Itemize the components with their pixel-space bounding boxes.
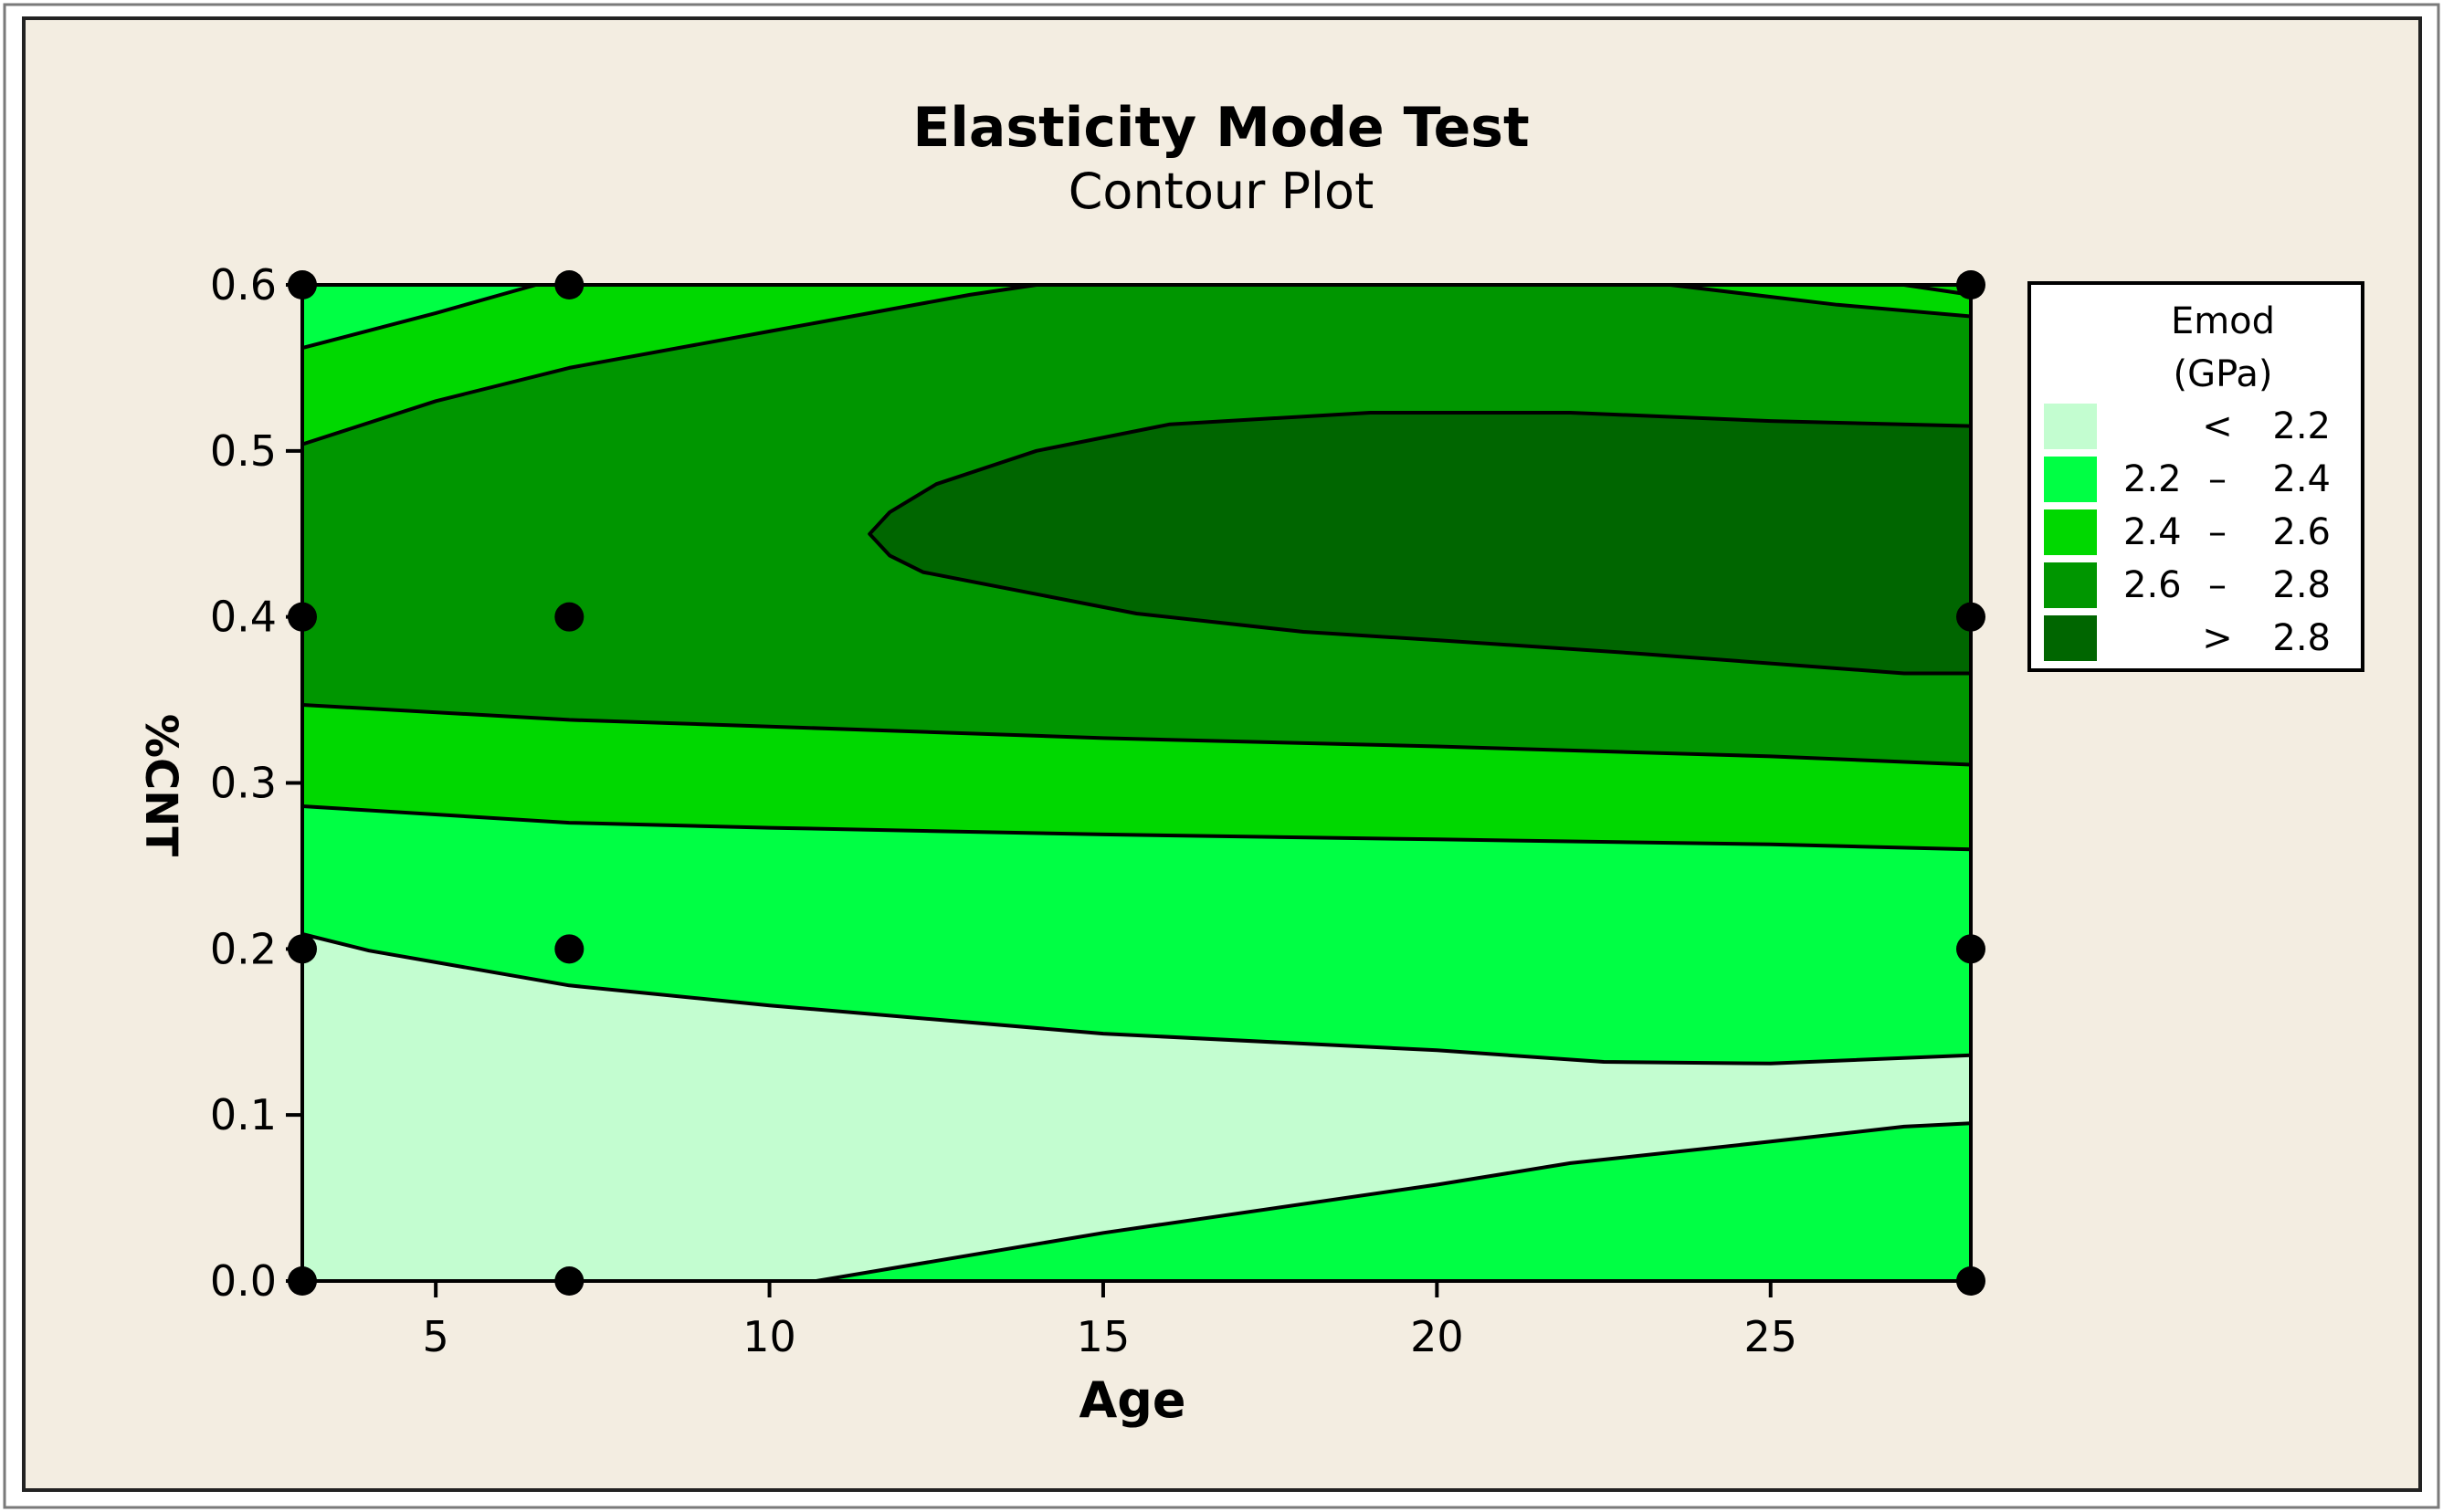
y-tick-label: 0.0	[210, 1256, 277, 1306]
x-tick-label: 5	[423, 1312, 449, 1361]
legend-range-high: 2.2	[2272, 405, 2331, 447]
legend-title-line1: Emod	[2171, 300, 2275, 342]
legend-swatch	[2044, 615, 2097, 661]
band-24-26-top-left	[302, 285, 1971, 445]
legend-range-low: 2.2	[2123, 458, 2182, 500]
legend-title-line2: (GPa)	[2173, 353, 2272, 395]
design-point	[554, 270, 584, 299]
legend-range-high: 2.4	[2272, 458, 2331, 500]
x-tick-label: 10	[742, 1312, 796, 1361]
legend-swatch	[2044, 509, 2097, 555]
legend-range-low: 2.4	[2123, 511, 2182, 553]
y-tick-label: 0.1	[210, 1090, 277, 1139]
legend-swatch	[2044, 457, 2097, 502]
y-axis-label: %CNT	[135, 714, 186, 856]
x-axis-label: Age	[1079, 1371, 1185, 1429]
chart-subtitle: Contour Plot	[1069, 163, 1374, 220]
x-tick-label: 15	[1077, 1312, 1131, 1361]
chart-title: Elasticity Mode Test	[912, 96, 1529, 160]
legend-range-separator: –	[2208, 511, 2227, 553]
legend-swatch	[2044, 404, 2097, 449]
legend: Emod (GPa) <2.22.2–2.42.4–2.62.6–2.8> 2.8	[2027, 281, 2364, 672]
band-lt-22	[302, 934, 1971, 1281]
band-24-26	[302, 705, 1971, 850]
y-tick-label: 0.6	[210, 260, 277, 310]
contour-lines	[301, 283, 1972, 1283]
contour-line-2-8-1	[868, 411, 1972, 676]
design-point	[1956, 602, 1985, 632]
y-tick-label: 0.4	[210, 593, 277, 642]
contour-line-2-2-0	[301, 932, 1972, 1066]
band-gt-28	[869, 413, 1972, 674]
design-points	[288, 270, 1985, 1296]
contour-bands	[302, 285, 1972, 1281]
legend-range-high: 2.6	[2272, 511, 2331, 553]
contour-line-2-4-0	[301, 804, 1972, 852]
legend-range-separator: –	[2208, 458, 2227, 500]
y-tick-label: 0.3	[210, 759, 277, 808]
contour-line-2-2-1	[816, 1121, 1972, 1283]
contour-line-2-8-0	[301, 283, 1972, 446]
design-point	[1956, 934, 1985, 964]
band-low-22-24-bottom	[302, 1123, 1971, 1281]
legend-range-separator: <	[2202, 405, 2233, 447]
plot-area	[288, 270, 1985, 1296]
y-axis: 0.0 0.1 0.2 0.3 0.4 0.5 0.6	[210, 260, 302, 1306]
x-tick-label: 20	[1410, 1312, 1464, 1361]
legend-range-separator: –	[2208, 564, 2227, 606]
y-tick-label: 0.5	[210, 426, 277, 476]
legend-range-low: 2.6	[2123, 564, 2182, 606]
legend-range-high: 2.8	[2272, 564, 2331, 606]
design-point	[554, 602, 584, 632]
legend-range-separator: >	[2202, 617, 2233, 659]
legend-range-high: 2.8	[2272, 617, 2331, 659]
y-tick-label: 0.2	[210, 924, 277, 973]
contour-line-2-6-0	[301, 703, 1972, 767]
design-point	[554, 1266, 584, 1296]
legend-entries: <2.22.2–2.42.4–2.62.6–2.8> 2.8	[2044, 404, 2331, 661]
design-point	[1956, 270, 1985, 299]
x-tick-label: 25	[1743, 1312, 1797, 1361]
legend-swatch	[2044, 562, 2097, 608]
contour-line-2-6-1	[301, 283, 537, 351]
design-point	[554, 934, 584, 964]
x-axis: 5 10 15 20 25	[423, 1281, 1797, 1361]
design-point	[1956, 1266, 1985, 1296]
